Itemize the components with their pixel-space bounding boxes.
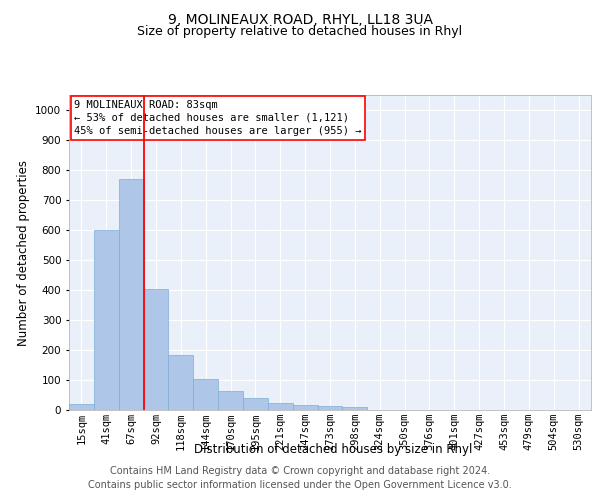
Bar xyxy=(243,398,268,410)
Bar xyxy=(169,354,193,410)
Y-axis label: Number of detached properties: Number of detached properties xyxy=(17,160,29,346)
Text: Contains HM Land Registry data © Crown copyright and database right 2024.: Contains HM Land Registry data © Crown c… xyxy=(110,466,490,476)
Bar xyxy=(268,402,293,410)
Text: Distribution of detached houses by size in Rhyl: Distribution of detached houses by size … xyxy=(194,442,472,456)
Bar xyxy=(293,404,317,410)
Text: Contains public sector information licensed under the Open Government Licence v3: Contains public sector information licen… xyxy=(88,480,512,490)
Bar xyxy=(317,406,343,410)
Text: 9, MOLINEAUX ROAD, RHYL, LL18 3UA: 9, MOLINEAUX ROAD, RHYL, LL18 3UA xyxy=(167,12,433,26)
Bar xyxy=(94,230,119,410)
Bar xyxy=(343,407,367,410)
Bar xyxy=(69,404,94,410)
Bar xyxy=(218,390,243,410)
Bar xyxy=(143,288,169,410)
Text: Size of property relative to detached houses in Rhyl: Size of property relative to detached ho… xyxy=(137,25,463,38)
Bar xyxy=(119,179,143,410)
Bar xyxy=(193,378,218,410)
Text: 9 MOLINEAUX ROAD: 83sqm
← 53% of detached houses are smaller (1,121)
45% of semi: 9 MOLINEAUX ROAD: 83sqm ← 53% of detache… xyxy=(74,100,362,136)
